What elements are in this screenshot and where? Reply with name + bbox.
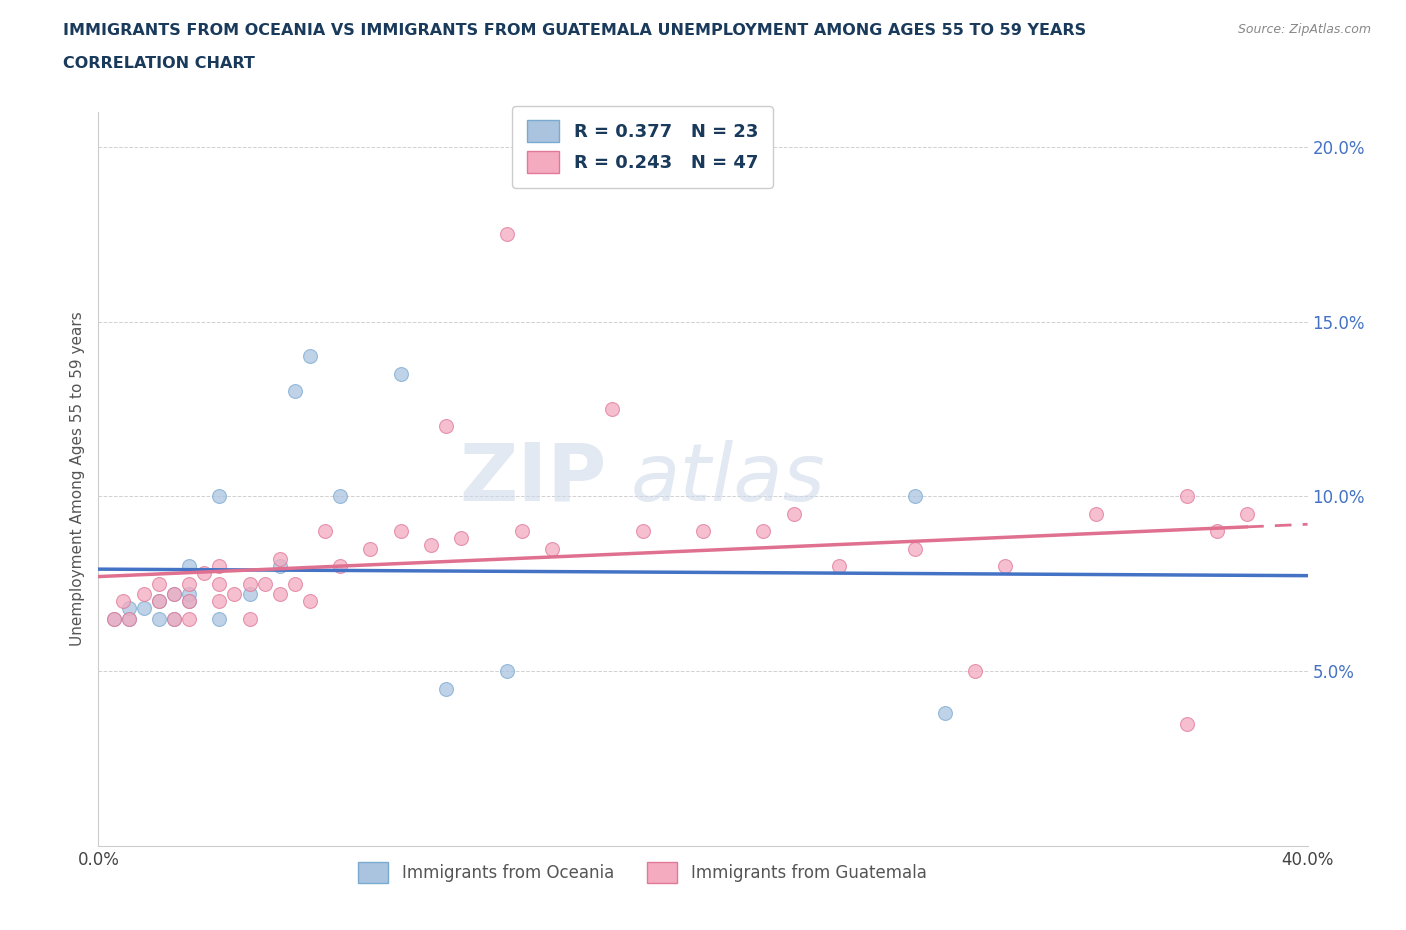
- Point: [239, 577, 262, 591]
- Point: [179, 577, 201, 591]
- Point: [389, 524, 412, 538]
- Point: [208, 611, 231, 626]
- Point: [828, 559, 851, 574]
- Point: [284, 577, 307, 591]
- Point: [1085, 507, 1108, 522]
- Point: [752, 524, 775, 538]
- Point: [148, 594, 170, 609]
- Point: [118, 611, 141, 626]
- Point: [179, 559, 201, 574]
- Point: [1175, 716, 1198, 731]
- Point: [329, 489, 352, 504]
- Point: [783, 507, 806, 522]
- Point: [284, 384, 307, 399]
- Point: [111, 594, 134, 609]
- Point: [118, 611, 141, 626]
- Point: [193, 566, 215, 581]
- Point: [132, 587, 155, 602]
- Point: [360, 541, 382, 556]
- Point: [179, 611, 201, 626]
- Point: [269, 559, 291, 574]
- Point: [631, 524, 654, 538]
- Point: [103, 611, 125, 626]
- Point: [179, 594, 201, 609]
- Text: IMMIGRANTS FROM OCEANIA VS IMMIGRANTS FROM GUATEMALA UNEMPLOYMENT AMONG AGES 55 : IMMIGRANTS FROM OCEANIA VS IMMIGRANTS FR…: [63, 23, 1087, 38]
- Point: [1175, 489, 1198, 504]
- Point: [103, 611, 125, 626]
- Point: [163, 611, 186, 626]
- Point: [269, 552, 291, 567]
- Point: [299, 594, 322, 609]
- Point: [163, 587, 186, 602]
- Point: [602, 402, 624, 417]
- Text: Source: ZipAtlas.com: Source: ZipAtlas.com: [1237, 23, 1371, 36]
- Point: [965, 664, 987, 679]
- Point: [208, 489, 231, 504]
- Point: [434, 682, 457, 697]
- Point: [299, 349, 322, 364]
- Point: [118, 601, 141, 616]
- Point: [540, 541, 562, 556]
- Point: [934, 706, 956, 721]
- Point: [994, 559, 1017, 574]
- Point: [329, 559, 352, 574]
- Point: [269, 587, 291, 602]
- Point: [434, 419, 457, 434]
- Point: [239, 611, 262, 626]
- Point: [239, 587, 262, 602]
- Point: [163, 587, 186, 602]
- Point: [208, 577, 231, 591]
- Point: [495, 227, 517, 242]
- Point: [253, 577, 276, 591]
- Point: [904, 489, 927, 504]
- Point: [450, 531, 472, 546]
- Point: [148, 577, 170, 591]
- Point: [132, 601, 155, 616]
- Point: [1206, 524, 1229, 538]
- Point: [224, 587, 246, 602]
- Point: [314, 524, 336, 538]
- Y-axis label: Unemployment Among Ages 55 to 59 years: Unemployment Among Ages 55 to 59 years: [69, 312, 84, 646]
- Text: ZIP: ZIP: [458, 440, 606, 518]
- Point: [179, 587, 201, 602]
- Point: [148, 594, 170, 609]
- Point: [208, 594, 231, 609]
- Point: [208, 559, 231, 574]
- Point: [179, 594, 201, 609]
- Point: [148, 611, 170, 626]
- Point: [1236, 507, 1258, 522]
- Point: [904, 541, 927, 556]
- Point: [510, 524, 533, 538]
- Point: [389, 366, 412, 381]
- Text: CORRELATION CHART: CORRELATION CHART: [63, 56, 254, 71]
- Point: [495, 664, 517, 679]
- Point: [420, 538, 443, 552]
- Point: [163, 611, 186, 626]
- Point: [692, 524, 714, 538]
- Text: atlas: atlas: [630, 440, 825, 518]
- Legend: Immigrants from Oceania, Immigrants from Guatemala: Immigrants from Oceania, Immigrants from…: [352, 856, 934, 889]
